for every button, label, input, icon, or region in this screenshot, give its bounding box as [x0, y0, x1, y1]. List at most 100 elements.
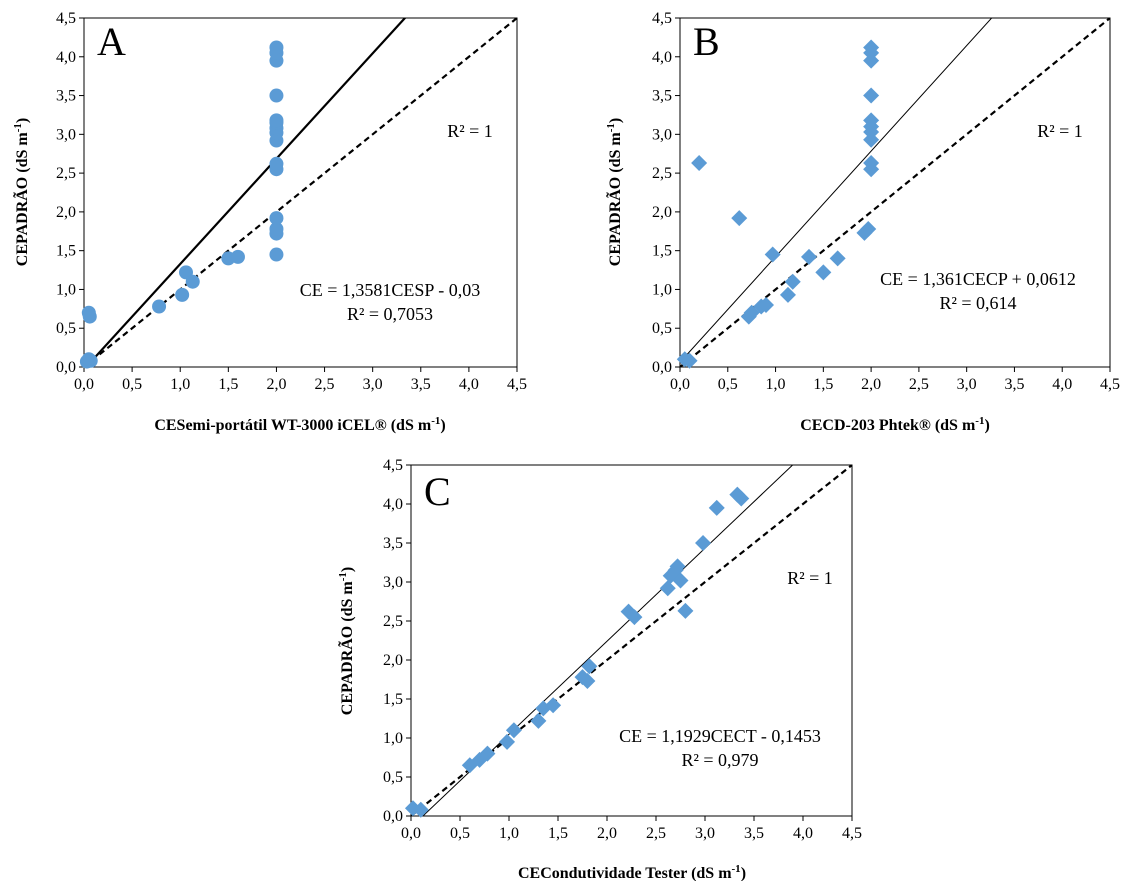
data-point	[815, 264, 832, 281]
data-point	[779, 286, 796, 303]
x-tick-label: 1,0	[766, 376, 786, 393]
trend-r2: R² = 0,7053	[347, 304, 433, 324]
trend-equation: CE = 1,3581CESP - 0,03	[300, 280, 481, 300]
x-tick-label: 0,0	[670, 376, 690, 393]
x-axis-label: CECD-203 Phtek® (dS m-1)	[800, 415, 990, 434]
data-point	[152, 299, 167, 314]
x-tick-label: 1,5	[813, 376, 833, 393]
data-point	[545, 697, 562, 714]
data-point	[479, 745, 496, 762]
reference-r2: R² = 1	[1037, 121, 1083, 141]
x-tick-label: 0,5	[718, 376, 738, 393]
x-tick-label: 3,0	[363, 376, 383, 393]
chart-panel-c: 0,0 0,5 1,0 1,5 2,0 2,5 3,0 3,5 4,0 4,5 0,0 0,5 1,0 1…	[337, 457, 862, 881]
data-point	[269, 40, 284, 55]
x-tick-label: 1,5	[548, 825, 568, 842]
data-point	[269, 211, 284, 226]
x-tick-label: 3,5	[411, 376, 431, 393]
y-tick-label: 2,5	[652, 165, 672, 182]
y-tick-label: 2,5	[56, 165, 76, 182]
x-tick-label: 3,0	[957, 376, 977, 393]
y-tick-label: 2,0	[652, 204, 672, 221]
x-tick-label: 2,5	[646, 825, 666, 842]
y-tick-label: 4,0	[383, 496, 403, 513]
data-point	[175, 287, 190, 302]
reference-line-1to1	[84, 18, 517, 367]
y-tick-label: 4,0	[56, 49, 76, 66]
x-tick-label: 2,0	[861, 376, 881, 393]
y-tick-label: 0,0	[56, 359, 76, 376]
trend-equation: CE = 1,361CECP + 0,0612	[880, 269, 1076, 289]
trend-r2: R² = 0,614	[939, 293, 1016, 313]
y-axis-label: CEPADRÃO (dS m-1)	[12, 118, 31, 266]
y-tick-label: 2,0	[56, 204, 76, 221]
y-tick-label: 3,5	[56, 88, 76, 105]
data-point	[677, 602, 694, 619]
x-tick-label: 1,0	[499, 825, 519, 842]
x-tick-label: 2,5	[909, 376, 929, 393]
data-point	[863, 112, 880, 129]
x-tick-label: 0,5	[122, 376, 142, 393]
data-point	[863, 155, 880, 172]
data-point	[758, 296, 774, 313]
data-point	[695, 535, 712, 551]
data-point	[626, 609, 643, 626]
data-point	[659, 580, 676, 597]
plot-area	[679, 17, 1111, 368]
data-point	[269, 88, 284, 103]
data-point	[185, 274, 200, 289]
x-axis-label: CECondutividade Tester (dS m-1)	[518, 863, 746, 881]
panel-letter: C	[424, 469, 451, 514]
trend-line	[680, 18, 993, 363]
chart-panel-a: 0,0 0,5 1,0 1,5 2,0 2,5 3,0 3,5 4,0 4,5 0,0 0,5 1,0 1…	[12, 10, 527, 434]
y-tick-label: 1,5	[383, 691, 403, 708]
data-point	[530, 712, 547, 729]
y-tick-label: 4,5	[56, 10, 76, 27]
data-point	[82, 309, 97, 324]
x-tick-label: 0,0	[401, 825, 421, 842]
data-point	[412, 801, 429, 818]
data-point	[505, 722, 522, 739]
data-point	[579, 673, 596, 690]
data-point	[863, 87, 880, 104]
x-tick-label: 1,0	[170, 376, 190, 393]
y-axis-label: CEPADRÃO (dS m-1)	[337, 567, 356, 715]
x-tick-label: 4,0	[459, 376, 479, 393]
y-tick-label: 3,5	[383, 535, 403, 552]
data-point	[691, 155, 708, 172]
trend-equation: CE = 1,1929CECT - 0,1453	[619, 726, 821, 746]
data-point	[784, 273, 801, 290]
x-tick-label: 1,5	[218, 376, 238, 393]
y-tick-label: 3,0	[383, 574, 403, 591]
data-point	[801, 248, 817, 265]
data-point	[681, 352, 698, 369]
data-point	[269, 247, 284, 262]
x-tick-label: 4,5	[842, 825, 862, 842]
panel-letter: A	[97, 19, 126, 64]
x-tick-label: 4,0	[1052, 376, 1072, 393]
x-tick-label: 3,5	[1004, 376, 1024, 393]
x-axis-label: CESemi-portátil WT-3000 iCEL® (dS m-1)	[154, 415, 445, 434]
y-tick-label: 0,0	[652, 359, 672, 376]
y-axis-label: CEPADRÃO (dS m-1)	[605, 118, 624, 266]
data-point	[269, 221, 284, 236]
data-point	[733, 490, 750, 507]
data-point	[269, 113, 284, 128]
y-tick-label: 3,0	[56, 126, 76, 143]
y-tick-label: 1,0	[383, 730, 403, 747]
data-point	[499, 733, 516, 750]
data-point	[708, 499, 725, 516]
x-tick-label: 4,5	[507, 376, 527, 393]
data-point	[230, 249, 245, 264]
data-point	[672, 572, 689, 589]
x-tick-label: 2,0	[266, 376, 286, 393]
data-point	[669, 558, 686, 575]
data-point	[860, 220, 877, 237]
y-tick-label: 4,0	[652, 49, 672, 66]
y-tick-label: 2,0	[383, 652, 403, 669]
data-point	[863, 39, 880, 56]
reference-r2: R² = 1	[447, 121, 493, 141]
y-tick-label: 3,5	[652, 88, 672, 105]
y-tick-label: 0,0	[383, 808, 403, 825]
trend-r2: R² = 0,979	[681, 750, 758, 770]
